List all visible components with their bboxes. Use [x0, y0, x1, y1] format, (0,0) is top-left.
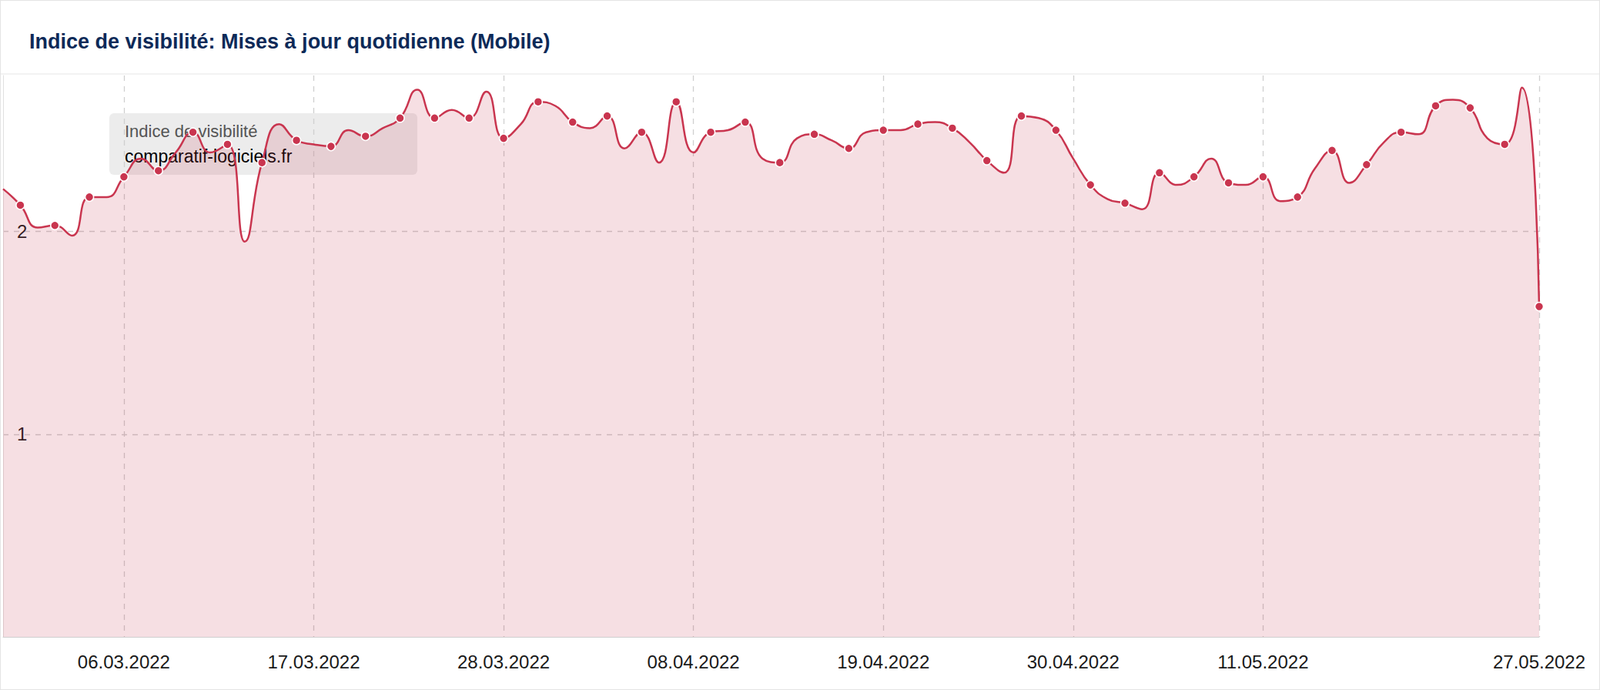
svg-text:Indice de visibilité: Indice de visibilité: [124, 121, 258, 141]
svg-text:11.05.2022: 11.05.2022: [1217, 651, 1309, 673]
svg-text:30.04.2022: 30.04.2022: [1027, 651, 1120, 673]
svg-text:28.03.2022: 28.03.2022: [457, 651, 550, 673]
svg-text:06.03.2022: 06.03.2022: [77, 651, 171, 673]
svg-text:08.04.2022: 08.04.2022: [647, 651, 740, 673]
svg-text:27.05.2022: 27.05.2022: [1492, 651, 1586, 673]
svg-text:17.03.2022: 17.03.2022: [267, 651, 360, 673]
svg-text:Indice de visibilité: Mises à: Indice de visibilité: Mises à jour quoti…: [29, 30, 551, 54]
svg-text:19.04.2022: 19.04.2022: [836, 651, 930, 673]
